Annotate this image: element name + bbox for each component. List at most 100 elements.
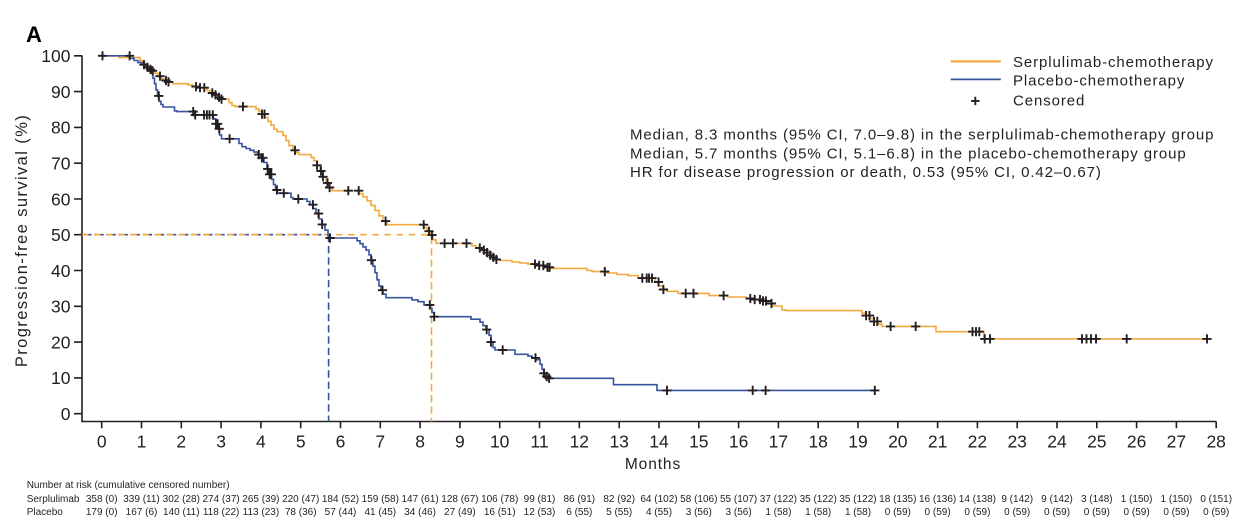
svg-text:14: 14 bbox=[649, 431, 669, 451]
svg-text:0: 0 bbox=[97, 431, 107, 451]
svg-text:37 (122): 37 (122) bbox=[760, 494, 797, 505]
svg-text:0 (59): 0 (59) bbox=[1044, 507, 1070, 518]
svg-text:A: A bbox=[26, 22, 42, 47]
svg-text:35 (122): 35 (122) bbox=[839, 494, 876, 505]
svg-text:5: 5 bbox=[296, 431, 306, 451]
svg-text:Censored: Censored bbox=[1013, 92, 1085, 109]
svg-text:99 (81): 99 (81) bbox=[524, 494, 556, 505]
svg-text:82 (92): 82 (92) bbox=[603, 494, 635, 505]
svg-text:18 (135): 18 (135) bbox=[879, 494, 916, 505]
svg-text:90: 90 bbox=[51, 82, 71, 102]
svg-text:57 (44): 57 (44) bbox=[325, 507, 357, 518]
svg-text:34 (46): 34 (46) bbox=[404, 507, 436, 518]
svg-text:0 (59): 0 (59) bbox=[925, 507, 951, 518]
svg-text:3 (56): 3 (56) bbox=[726, 507, 752, 518]
svg-text:9 (142): 9 (142) bbox=[1001, 494, 1033, 505]
svg-text:167 (6): 167 (6) bbox=[126, 507, 158, 518]
svg-text:118 (22): 118 (22) bbox=[203, 507, 240, 518]
svg-text:0 (59): 0 (59) bbox=[885, 507, 911, 518]
svg-text:1 (58): 1 (58) bbox=[845, 507, 871, 518]
svg-text:1: 1 bbox=[137, 431, 147, 451]
svg-text:Months: Months bbox=[625, 456, 681, 473]
svg-text:20: 20 bbox=[888, 431, 908, 451]
svg-text:16 (136): 16 (136) bbox=[919, 494, 956, 505]
svg-text:0 (151): 0 (151) bbox=[1200, 494, 1232, 505]
svg-text:8: 8 bbox=[415, 431, 425, 451]
svg-text:Progression-free survival (%): Progression-free survival (%) bbox=[13, 114, 31, 367]
svg-text:16 (51): 16 (51) bbox=[484, 507, 516, 518]
svg-text:55 (107): 55 (107) bbox=[720, 494, 757, 505]
svg-text:22: 22 bbox=[968, 431, 987, 451]
svg-text:106 (78): 106 (78) bbox=[481, 494, 518, 505]
svg-text:21: 21 bbox=[928, 431, 947, 451]
svg-text:40: 40 bbox=[51, 261, 71, 281]
svg-text:26: 26 bbox=[1127, 431, 1146, 451]
svg-text:10: 10 bbox=[51, 368, 71, 388]
svg-text:9 (142): 9 (142) bbox=[1041, 494, 1073, 505]
svg-text:220 (47): 220 (47) bbox=[282, 494, 319, 505]
svg-text:18: 18 bbox=[808, 431, 827, 451]
svg-text:Serplulimab-chemotherapy: Serplulimab-chemotherapy bbox=[1013, 54, 1214, 71]
svg-text:0 (59): 0 (59) bbox=[1004, 507, 1030, 518]
svg-text:0 (59): 0 (59) bbox=[1124, 507, 1150, 518]
svg-text:0: 0 bbox=[61, 404, 71, 424]
svg-text:HR for disease progression or: HR for disease progression or death, 0.5… bbox=[630, 164, 1102, 181]
svg-text:1 (58): 1 (58) bbox=[765, 507, 791, 518]
svg-text:147 (61): 147 (61) bbox=[401, 494, 438, 505]
svg-text:64 (102): 64 (102) bbox=[640, 494, 677, 505]
svg-text:78 (36): 78 (36) bbox=[285, 507, 317, 518]
svg-text:0 (59): 0 (59) bbox=[964, 507, 990, 518]
svg-text:1 (58): 1 (58) bbox=[805, 507, 831, 518]
svg-text:7: 7 bbox=[375, 431, 385, 451]
svg-text:35 (122): 35 (122) bbox=[800, 494, 837, 505]
svg-text:184 (52): 184 (52) bbox=[322, 494, 359, 505]
svg-text:265 (39): 265 (39) bbox=[242, 494, 279, 505]
svg-text:1 (150): 1 (150) bbox=[1161, 494, 1193, 505]
svg-text:302 (28): 302 (28) bbox=[163, 494, 200, 505]
svg-text:23: 23 bbox=[1007, 431, 1026, 451]
svg-text:15: 15 bbox=[689, 431, 708, 451]
svg-text:86 (91): 86 (91) bbox=[563, 494, 595, 505]
svg-text:2: 2 bbox=[176, 431, 186, 451]
svg-text:179 (0): 179 (0) bbox=[86, 507, 118, 518]
svg-text:Median, 5.7 months (95% CI, 5.: Median, 5.7 months (95% CI, 5.1–6.8) in … bbox=[630, 145, 1187, 162]
svg-text:41 (45): 41 (45) bbox=[364, 507, 396, 518]
svg-text:128 (67): 128 (67) bbox=[441, 494, 478, 505]
svg-text:13: 13 bbox=[609, 431, 628, 451]
svg-text:159 (58): 159 (58) bbox=[362, 494, 399, 505]
svg-text:100: 100 bbox=[41, 46, 70, 66]
svg-text:24: 24 bbox=[1047, 431, 1067, 451]
svg-text:28: 28 bbox=[1206, 431, 1225, 451]
svg-text:339 (11): 339 (11) bbox=[123, 494, 160, 505]
svg-text:4: 4 bbox=[256, 431, 266, 451]
svg-text:10: 10 bbox=[490, 431, 510, 451]
svg-text:113 (23): 113 (23) bbox=[243, 507, 280, 518]
svg-text:0 (59): 0 (59) bbox=[1203, 507, 1229, 518]
svg-text:Placebo-chemotherapy: Placebo-chemotherapy bbox=[1013, 73, 1185, 90]
svg-text:4 (55): 4 (55) bbox=[646, 507, 672, 518]
svg-text:0 (59): 0 (59) bbox=[1084, 507, 1110, 518]
svg-text:Median, 8.3 months (95% CI, 7.: Median, 8.3 months (95% CI, 7.0–9.8) in … bbox=[630, 127, 1214, 144]
svg-text:12: 12 bbox=[570, 431, 589, 451]
svg-text:27 (49): 27 (49) bbox=[444, 507, 476, 518]
svg-text:Serplulimab: Serplulimab bbox=[27, 494, 80, 505]
svg-text:19: 19 bbox=[848, 431, 867, 451]
svg-text:3: 3 bbox=[216, 431, 226, 451]
svg-text:25: 25 bbox=[1087, 431, 1106, 451]
svg-text:274 (37): 274 (37) bbox=[202, 494, 239, 505]
svg-text:Placebo: Placebo bbox=[27, 507, 64, 518]
svg-text:6: 6 bbox=[336, 431, 346, 451]
svg-text:11: 11 bbox=[530, 431, 548, 451]
svg-text:5 (55): 5 (55) bbox=[606, 507, 632, 518]
svg-text:58 (106): 58 (106) bbox=[680, 494, 717, 505]
svg-text:9: 9 bbox=[455, 431, 465, 451]
svg-text:358 (0): 358 (0) bbox=[86, 494, 118, 505]
svg-text:50: 50 bbox=[51, 225, 71, 245]
svg-text:70: 70 bbox=[51, 154, 71, 174]
svg-text:12 (53): 12 (53) bbox=[524, 507, 556, 518]
svg-text:27: 27 bbox=[1167, 431, 1186, 451]
svg-text:16: 16 bbox=[729, 431, 748, 451]
svg-text:6 (55): 6 (55) bbox=[566, 507, 592, 518]
svg-text:1 (150): 1 (150) bbox=[1121, 494, 1153, 505]
svg-text:3 (148): 3 (148) bbox=[1081, 494, 1113, 505]
